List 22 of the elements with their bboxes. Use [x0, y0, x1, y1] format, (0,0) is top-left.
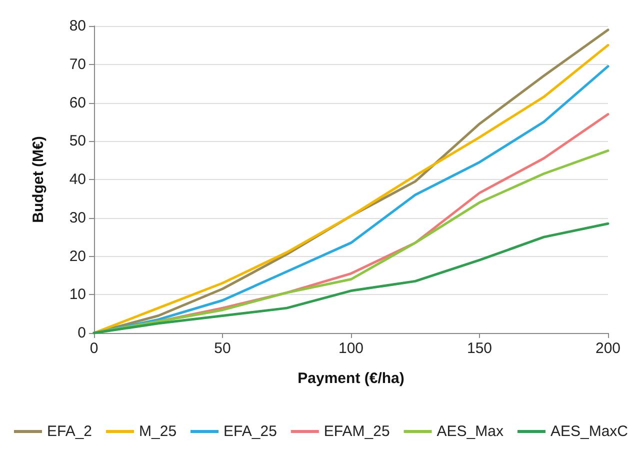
- y-tick-label: 70: [69, 56, 86, 73]
- legend-label: EFA_2: [46, 423, 92, 440]
- legend-label: AES_MaxC: [550, 423, 628, 440]
- legend-label: AES_Max: [436, 423, 504, 440]
- legend-label: M_25: [139, 423, 177, 440]
- x-axis-title: Payment (€/ha): [298, 370, 404, 387]
- legend-label: EFA_25: [224, 423, 277, 440]
- y-tick-label: 10: [69, 286, 86, 304]
- x-tick-label: 100: [338, 340, 364, 357]
- x-tick-label: 0: [90, 340, 98, 357]
- y-tick-label: 0: [78, 324, 86, 342]
- y-tick-label: 80: [69, 18, 86, 34]
- legend-label: EFAM_25: [324, 423, 390, 440]
- y-tick-label: 30: [69, 209, 86, 226]
- y-tick-label: 50: [69, 132, 86, 150]
- y-axis-title: Budget (M€): [30, 136, 47, 223]
- y-tick-label: 20: [69, 248, 86, 265]
- y-tick-label: 40: [69, 171, 86, 188]
- x-tick-label: 200: [595, 340, 621, 357]
- x-tick-label: 50: [214, 340, 231, 357]
- y-tick-label: 60: [69, 94, 86, 112]
- x-tick-label: 150: [466, 340, 492, 357]
